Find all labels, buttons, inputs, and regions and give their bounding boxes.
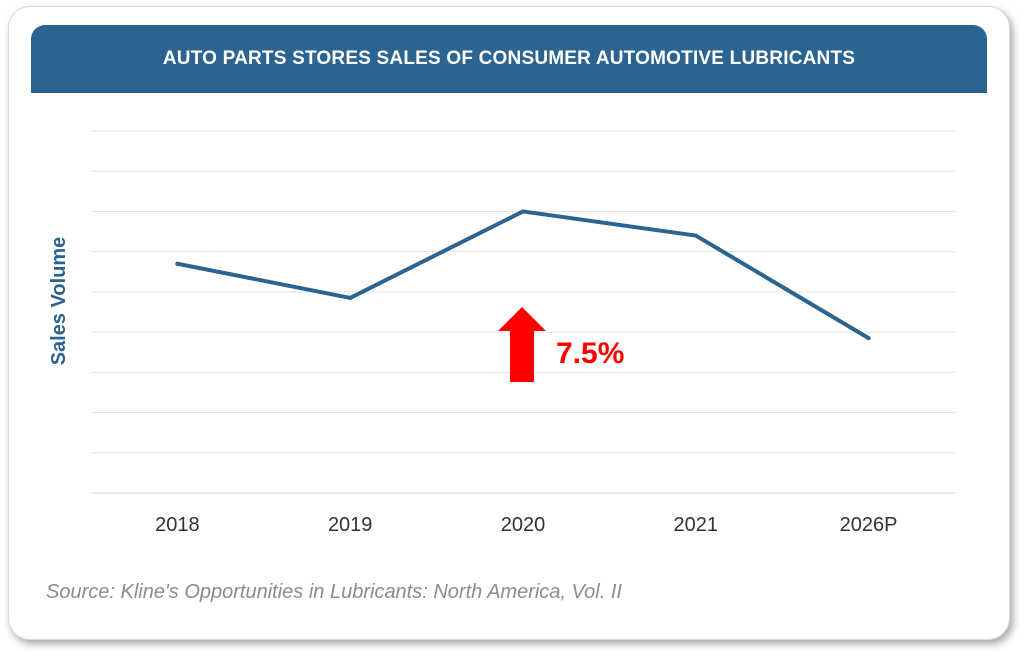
chart-card: AUTO PARTS STORES SALES OF CONSUMER AUTO… <box>8 6 1010 640</box>
x-tick-labels: 2018 2019 2020 2021 2026P <box>155 514 897 536</box>
data-point <box>175 261 180 266</box>
growth-annotation: 7.5% <box>498 307 624 382</box>
x-tick-label: 2026P <box>840 514 898 536</box>
x-tick-label: 2021 <box>674 514 719 536</box>
data-point <box>521 209 525 214</box>
data-point <box>348 295 353 300</box>
chart-header: AUTO PARTS STORES SALES OF CONSUMER AUTO… <box>31 25 987 93</box>
annotation-label: 7.5% <box>556 337 624 370</box>
up-arrow-icon <box>498 307 546 382</box>
source-note: Source: Kline's Opportunities in Lubrica… <box>46 581 622 603</box>
gridlines <box>91 130 955 494</box>
data-point <box>693 233 698 238</box>
line-chart: Sales Volume 2018 2019 2020 2021 2026P 7.5% <box>48 130 955 536</box>
chart-title: AUTO PARTS STORES SALES OF CONSUMER AUTO… <box>162 48 856 69</box>
y-axis-label: Sales Volume <box>48 237 70 366</box>
x-tick-label: 2020 <box>501 514 546 536</box>
series-group <box>175 209 871 341</box>
x-tick-label: 2019 <box>328 514 373 536</box>
x-tick-label: 2018 <box>155 514 200 536</box>
data-point <box>866 336 871 341</box>
